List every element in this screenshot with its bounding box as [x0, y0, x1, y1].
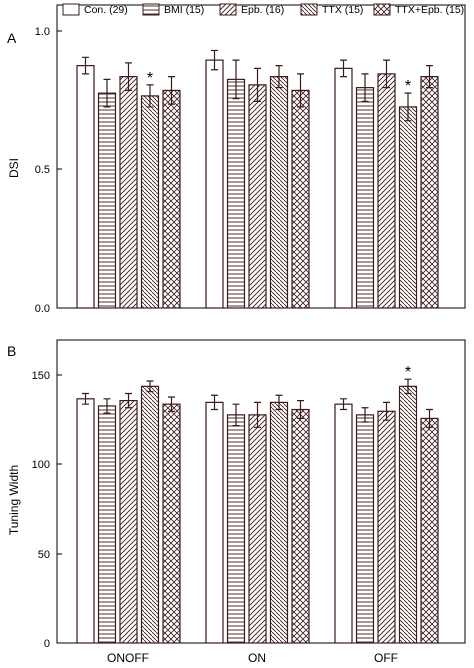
panel-a-errorbar-on-bmi — [232, 59, 240, 100]
panel-a-errorbar-onoff-bmi — [103, 78, 111, 108]
panel-a-errorbar-on-ttx — [275, 65, 283, 89]
legend-label-con: Con. (29) — [84, 4, 128, 16]
panel-b-bar-onoff-ttx-epb — [162, 403, 181, 644]
panel-b-bar-on-con — [205, 401, 224, 644]
panel-a-bar-onoff-ttx-epb — [162, 89, 181, 309]
x-axis-categories: ONOFF ON OFF — [107, 651, 398, 665]
panel-b-bar-onoff-con — [76, 398, 95, 644]
panel-a-errorbar-off-epb — [383, 59, 390, 89]
panel-b-errorbar-on-ttx — [275, 394, 283, 411]
panel-a-errorbar-onoff-con — [82, 56, 89, 75]
panel-b-bar-off-bmi — [355, 414, 375, 644]
legend-label-epb: Epb. (16) — [241, 4, 284, 16]
panel-b-errorbar-on-ttx-epb — [297, 400, 304, 420]
panel-a-errorbar-off-bmi — [361, 73, 369, 103]
panel-a-errorbar-onoff-ttx-epb — [168, 76, 175, 105]
panel-b-errorbar-on-con — [211, 394, 218, 411]
panel-b-errorbar-off-ttx-epb — [426, 408, 433, 428]
panel-b-bar-onoff-ttx — [140, 385, 160, 644]
panel-b-tick-label-0: 0 — [44, 638, 50, 650]
panel-b-bar-onoff-epb — [119, 400, 138, 644]
panel-a-tick-label-1: 0.5 — [35, 164, 50, 176]
panel-a-errorbar-onoff-ttx — [146, 84, 154, 108]
panel-b-bar-on-bmi — [226, 414, 246, 644]
panel-b-letter: B — [7, 343, 16, 359]
panel-b-bars: * — [76, 364, 439, 644]
panel-b-bar-off-ttx-epb — [420, 417, 439, 644]
panel-b-tick-label-3: 150 — [32, 370, 50, 382]
panel-b-tick-label-2: 100 — [32, 459, 50, 471]
panel-b-bar-off-ttx — [398, 385, 418, 644]
panel-a-bars: * * — [76, 49, 439, 309]
legend-label-bmi: BMI (15) — [164, 4, 204, 16]
panel-b-errorbar-onoff-ttx-epb — [168, 396, 175, 412]
panel-a-bar-on-bmi — [226, 78, 246, 309]
panel-a-errorbar-off-con — [340, 59, 347, 78]
panel-a-bar-onoff-bmi — [97, 92, 117, 309]
legend-swatch-bmi — [142, 3, 160, 16]
legend-swatch-ttx-epb — [373, 3, 391, 16]
panel-a-bar-on-ttx — [269, 76, 289, 309]
panel-a-bar-onoff-epb — [119, 76, 138, 309]
panel-a-errorbar-on-con — [211, 49, 218, 71]
panel-a-bar-off-con — [334, 67, 353, 309]
panel-a-bar-on-con — [205, 59, 224, 309]
panel-a-bar-off-bmi — [355, 87, 375, 309]
panel-a-bar-off-ttx — [398, 106, 418, 309]
panel-a-y-axis-title: DSI — [7, 158, 21, 178]
panel-b-bar-on-epb — [248, 414, 267, 644]
panel-b-errorbar-on-bmi — [232, 403, 240, 427]
panel-b-errorbar-on-epb — [254, 401, 261, 428]
panel-b-errorbar-onoff-ttx — [146, 380, 154, 393]
panel-b-y-ticks: 0 50 100 150 — [32, 370, 62, 650]
panel-b-errorbar-onoff-epb — [125, 392, 132, 409]
panel-a-errorbar-on-ttx-epb — [297, 73, 304, 108]
legend: Con. (29) BMI (15) Epb. (16) TTX (15) TT… — [62, 3, 464, 16]
panel-a-bar-on-ttx-epb — [291, 89, 310, 309]
panel-a-bar-onoff-con — [76, 64, 95, 309]
panel-b-errorbar-onoff-con — [82, 392, 89, 405]
panel-a-letter: A — [7, 30, 17, 46]
panel-a-bar-onoff-ttx — [140, 95, 160, 309]
panel-b-errorbar-off-con — [340, 398, 347, 411]
legend-swatch-epb — [219, 3, 237, 16]
panel-a-significance-marker-off: * — [405, 78, 411, 95]
panel-a-significance-marker-onoff: * — [147, 70, 153, 87]
legend-label-ttx-epb: TTX+Epb. (15) — [395, 4, 464, 16]
panel-b-bar-off-epb — [377, 410, 396, 644]
category-label-on: ON — [248, 651, 266, 665]
panel-a-bar-off-ttx-epb — [420, 76, 439, 309]
category-label-onoff: ONOFF — [107, 651, 149, 665]
panel-a-errorbar-onoff-epb — [125, 62, 132, 91]
panel-a-errorbar-on-epb — [254, 67, 261, 103]
panel-b-y-axis-title: Tuning Width — [7, 465, 21, 535]
panel-b-significance-marker-off: * — [405, 364, 411, 381]
panel-b-bar-onoff-bmi — [97, 405, 117, 644]
panel-a-bar-off-epb — [377, 73, 396, 309]
panel-b-bar-on-ttx-epb — [291, 408, 310, 644]
panel-a-y-ticks: 0.0 0.5 1.0 — [35, 26, 62, 315]
panel-a: A DSI 0.0 0.5 1.0 * * — [7, 4, 466, 315]
panel-a-errorbar-off-ttx — [404, 92, 412, 122]
category-label-off: OFF — [374, 651, 398, 665]
panel-b: B Tuning Width 0 50 100 150 * ONOFF ON O… — [7, 339, 466, 665]
panel-a-tick-label-2: 1.0 — [35, 26, 50, 38]
panel-b-errorbar-off-bmi — [361, 407, 369, 423]
panel-b-tick-label-1: 50 — [38, 549, 50, 561]
panel-b-errorbar-off-epb — [383, 401, 390, 421]
panel-b-errorbar-off-ttx — [404, 378, 412, 395]
panel-b-bar-on-ttx — [269, 401, 289, 644]
panel-b-bar-off-con — [334, 403, 353, 644]
legend-swatch-ttx — [300, 3, 318, 16]
legend-swatch-con — [62, 3, 80, 16]
legend-label-ttx: TTX (15) — [322, 4, 363, 16]
panel-a-tick-label-0: 0.0 — [35, 303, 50, 315]
panel-a-errorbar-off-ttx-epb — [426, 65, 433, 89]
panel-b-errorbar-onoff-bmi — [103, 398, 111, 414]
panel-a-bar-on-epb — [248, 84, 267, 309]
